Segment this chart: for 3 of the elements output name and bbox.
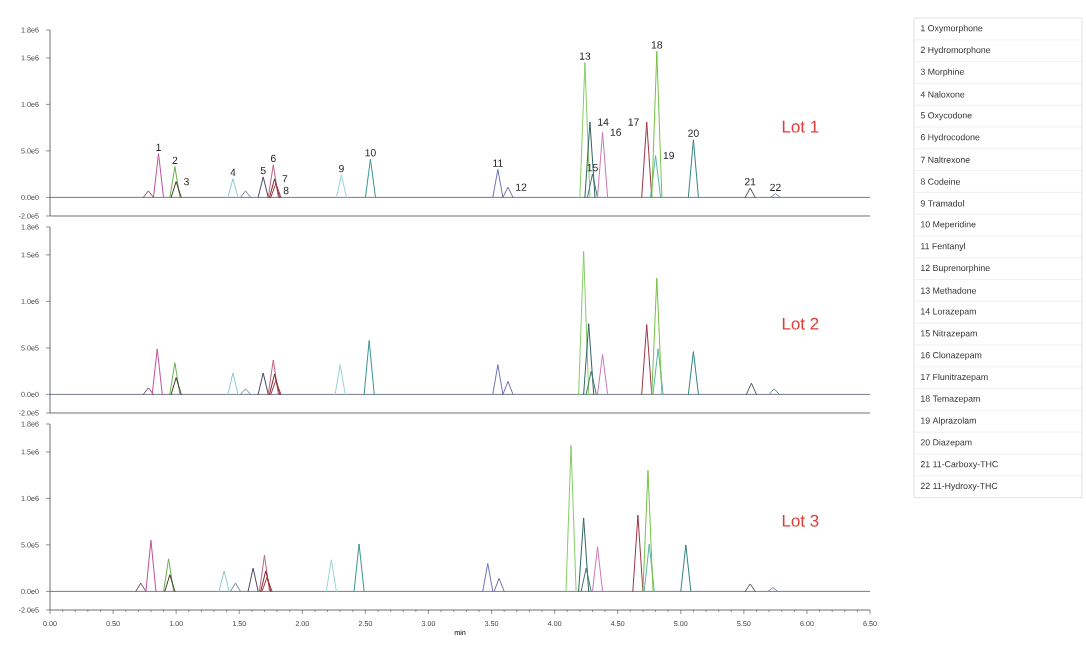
annotation: Lot 2 (782, 317, 819, 330)
annotation: Lot 1 (782, 120, 819, 133)
annotation: Lot 3 (782, 514, 819, 527)
